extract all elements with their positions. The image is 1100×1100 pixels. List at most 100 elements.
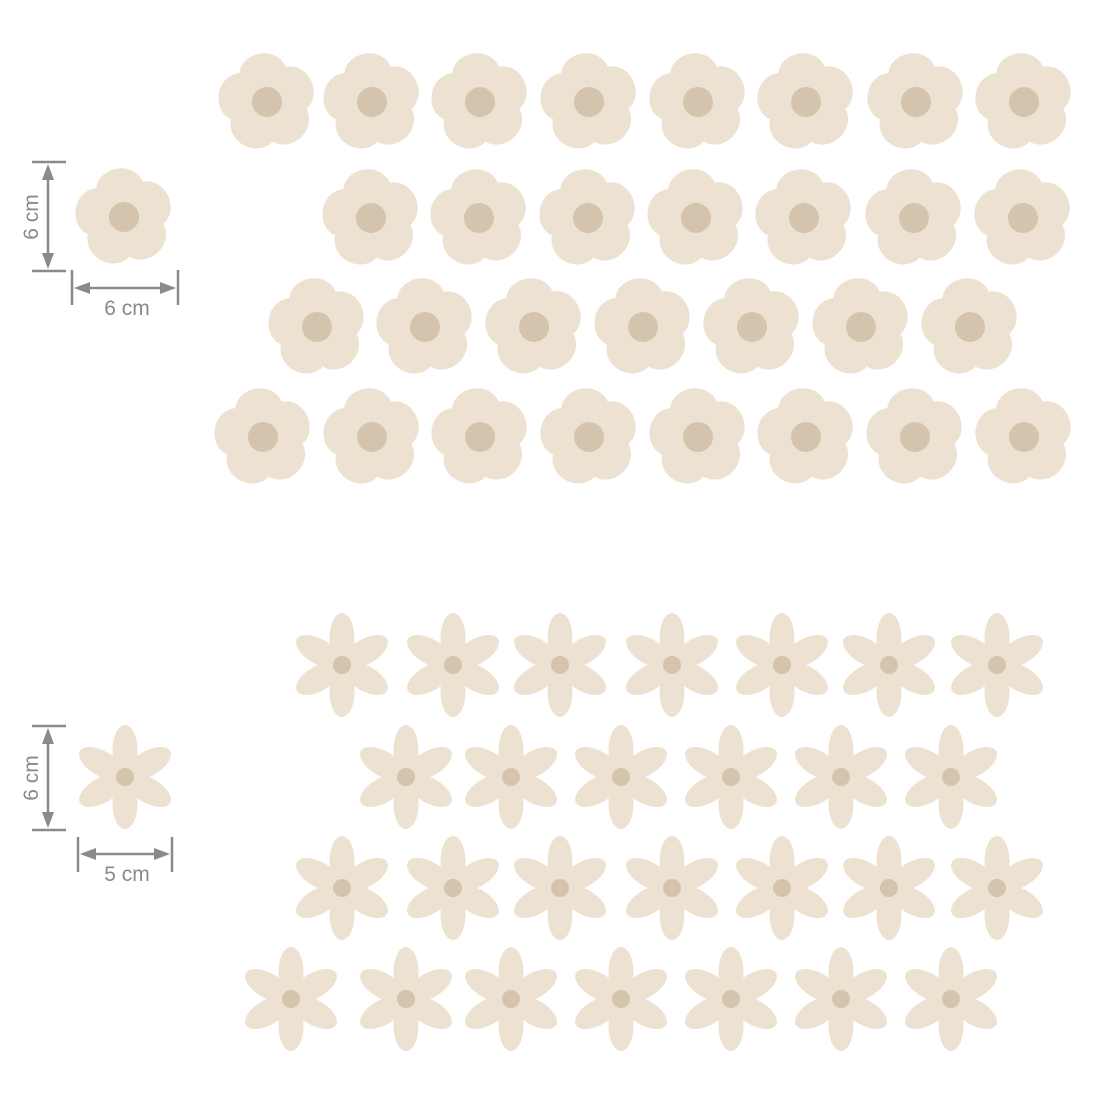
- flower-sticker-large: [757, 53, 853, 149]
- flower-sticker-small: [407, 613, 499, 717]
- flower-sticker-small: [795, 947, 887, 1051]
- flower-center: [900, 422, 930, 452]
- flower-sticker-small: [575, 725, 667, 829]
- flower-sticker-large: [431, 53, 527, 149]
- flower-center: [683, 87, 713, 117]
- flower-center: [846, 312, 876, 342]
- flower-center: [519, 312, 549, 342]
- flower-sticker-large: [268, 278, 364, 374]
- flower-center: [444, 656, 462, 674]
- flower-center: [612, 768, 630, 786]
- large-flower-dimensions: 6 cm 6 cm: [20, 160, 180, 320]
- flower-center: [773, 879, 791, 897]
- flower-center: [773, 656, 791, 674]
- flower-center: [737, 312, 767, 342]
- flower-center: [333, 656, 351, 674]
- flower-center: [1008, 203, 1038, 233]
- flower-sticker-large: [703, 278, 799, 374]
- flower-sticker-large: [430, 169, 526, 265]
- flower-sticker-small: [626, 836, 718, 940]
- flower-center: [1009, 422, 1039, 452]
- flower-center: [663, 656, 681, 674]
- flower-center: [397, 768, 415, 786]
- flower-center: [663, 879, 681, 897]
- flower-sticker-large: [539, 169, 635, 265]
- flower-sticker-large: [974, 169, 1070, 265]
- flower-center: [901, 87, 931, 117]
- flower-sticker-small: [843, 836, 935, 940]
- flower-center: [465, 87, 495, 117]
- flower-sticker-large: [812, 278, 908, 374]
- flower-sticker-small: [951, 613, 1043, 717]
- flower-center: [791, 87, 821, 117]
- flower-sticker-large: [921, 278, 1017, 374]
- flower-sticker-large: [757, 388, 853, 484]
- flower-sticker-large: [594, 278, 690, 374]
- flower-sticker-large: [431, 388, 527, 484]
- flower-center: [116, 768, 134, 786]
- flower-sticker-large: [866, 388, 962, 484]
- flower-sticker-small: [905, 725, 997, 829]
- flower-sticker-large: [323, 388, 419, 484]
- flower-center: [573, 203, 603, 233]
- flower-center: [832, 768, 850, 786]
- flower-center: [791, 422, 821, 452]
- flower-sticker-small: [360, 725, 452, 829]
- flower-center: [551, 879, 569, 897]
- flower-sticker-small: [736, 613, 828, 717]
- flower-sticker-small: [514, 613, 606, 717]
- flower-sticker-small: [685, 725, 777, 829]
- flower-sticker-small: [951, 836, 1043, 940]
- flower-center: [899, 203, 929, 233]
- flower-center: [574, 422, 604, 452]
- flower-sticker-large: [485, 278, 581, 374]
- flower-center: [397, 990, 415, 1008]
- flower-sticker-small: [514, 836, 606, 940]
- flower-sticker-small: [626, 613, 718, 717]
- flower-center: [282, 990, 300, 1008]
- small-flower-sheet: [245, 613, 1043, 1051]
- flower-center: [248, 422, 278, 452]
- flower-sticker-small: [245, 947, 337, 1051]
- large-width-label: 6 cm: [104, 297, 150, 320]
- flower-sticker-small: [465, 947, 557, 1051]
- flower-center: [333, 879, 351, 897]
- flower-sticker-small: [575, 947, 667, 1051]
- flower-center: [502, 990, 520, 1008]
- flower-center: [252, 87, 282, 117]
- flower-sticker-large: [867, 53, 963, 149]
- flower-center: [464, 203, 494, 233]
- flower-center: [612, 990, 630, 1008]
- flower-center: [410, 312, 440, 342]
- flower-sticker-large: [975, 53, 1071, 149]
- large-height-label: 6 cm: [20, 194, 43, 240]
- flower-sticker-large: [865, 169, 961, 265]
- flower-sticker-small: [296, 836, 388, 940]
- flower-sticker-large: [649, 53, 745, 149]
- flower-center: [551, 656, 569, 674]
- flower-center: [955, 312, 985, 342]
- flower-sticker-small: [795, 725, 887, 829]
- flower-sticker-small: [360, 947, 452, 1051]
- flower-sticker-small: [79, 725, 171, 829]
- small-width-label: 5 cm: [104, 863, 150, 886]
- flower-center: [1009, 87, 1039, 117]
- flower-center: [356, 203, 386, 233]
- flower-sticker-large: [755, 169, 851, 265]
- flower-center: [988, 656, 1006, 674]
- flower-center: [681, 203, 711, 233]
- small-flower-dimensions: 6 cm 5 cm: [20, 724, 174, 886]
- flower-sticker-small: [905, 947, 997, 1051]
- flower-center: [465, 422, 495, 452]
- flower-center: [357, 422, 387, 452]
- flower-center: [628, 312, 658, 342]
- flower-center: [942, 768, 960, 786]
- flower-sticker-small: [465, 725, 557, 829]
- flower-sticker-small: [685, 947, 777, 1051]
- flower-center: [942, 990, 960, 1008]
- flower-center: [832, 990, 850, 1008]
- flower-sticker-small: [407, 836, 499, 940]
- flower-sticker-large: [540, 53, 636, 149]
- flower-sticker-small: [296, 613, 388, 717]
